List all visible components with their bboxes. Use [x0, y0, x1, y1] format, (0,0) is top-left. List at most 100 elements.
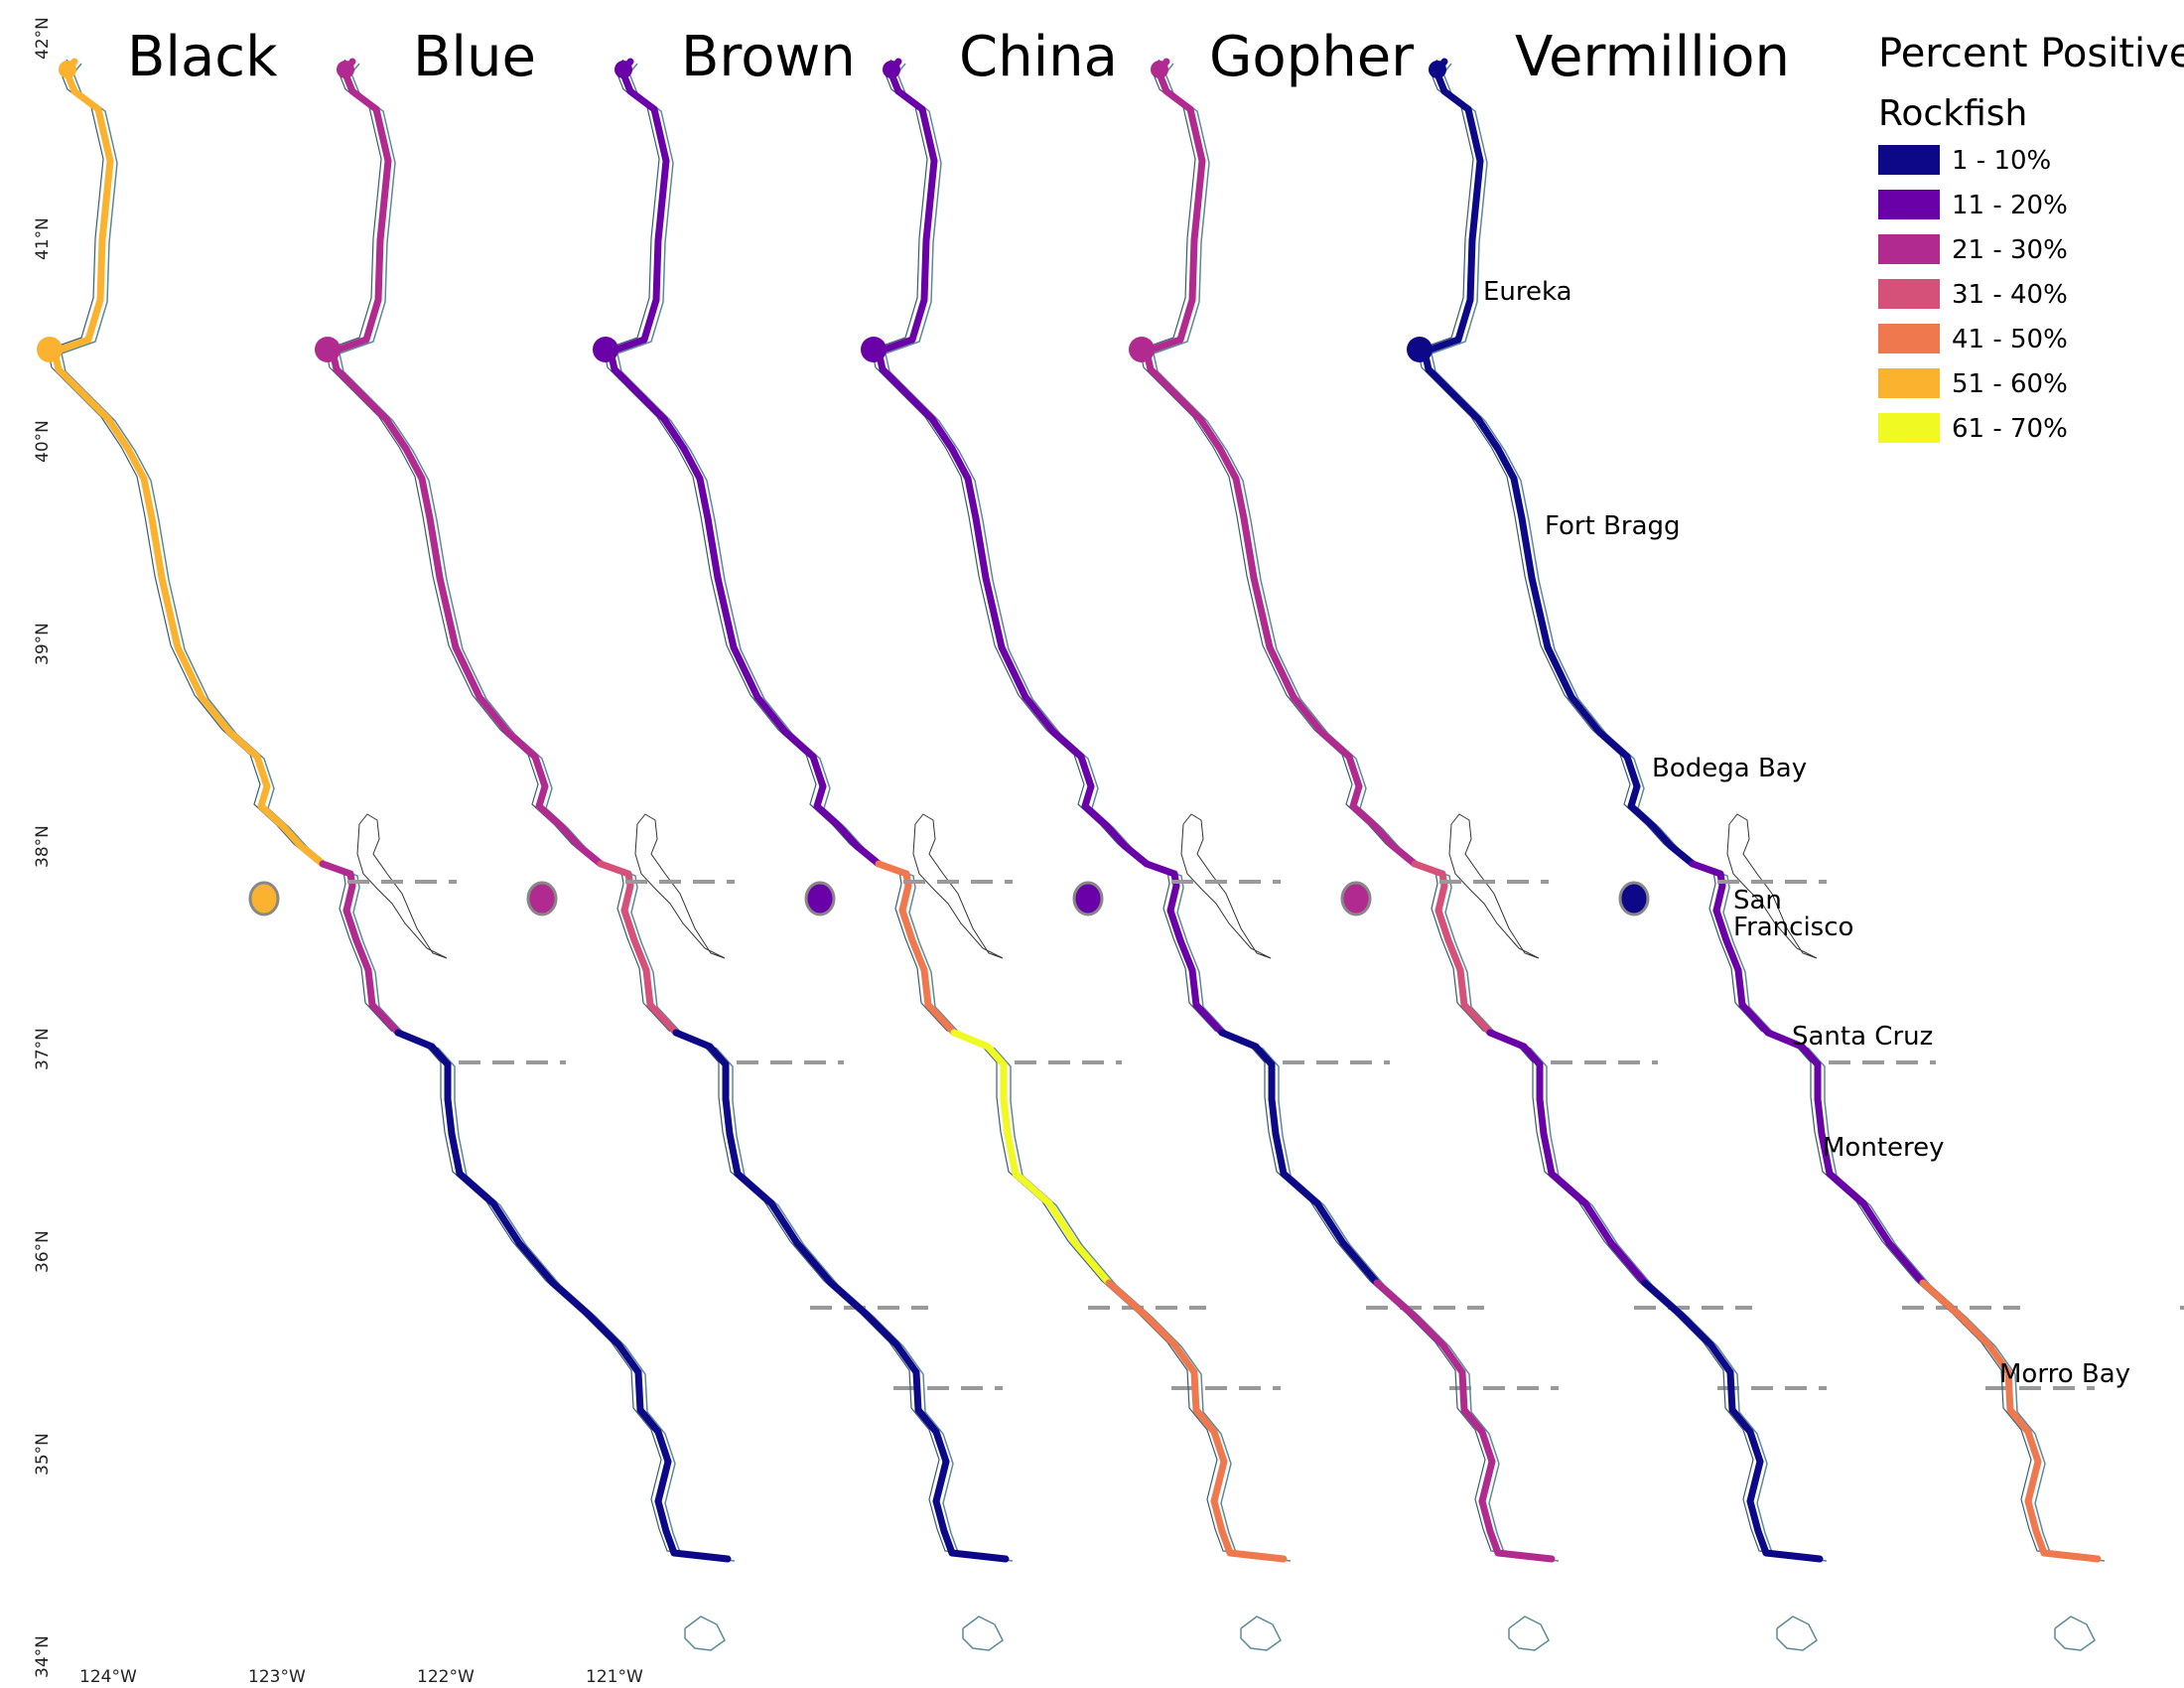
habitat-segment: [1738, 1001, 1772, 1037]
habitat-segment: [374, 236, 384, 304]
habitat-segment: [1919, 1279, 1963, 1319]
habitat-segment: [1712, 882, 1726, 914]
habitat-segment: [1746, 1428, 1764, 1466]
habitat-segment: [1494, 1549, 1556, 1563]
habitat-segment: [1474, 415, 1502, 453]
legend-label: 51 - 60%: [1952, 369, 2068, 399]
offshore-outline: [885, 63, 1560, 1562]
habitat-segment: [1045, 1199, 1079, 1247]
species-panels: Black Blue Brown China Gopher Vermillion: [37, 25, 2184, 1651]
north-patch: [59, 61, 76, 78]
coastline: [603, 59, 1278, 1558]
habitat-segment: [1004, 1130, 1020, 1178]
species-title-black: Black: [127, 25, 278, 89]
habitat-segment: [1859, 1199, 1893, 1247]
habitat-segment: [98, 157, 114, 244]
habitat-segment: [1456, 966, 1468, 1009]
species-title-blue: Blue: [413, 25, 536, 89]
habitat-segment: [174, 643, 205, 701]
habitat-segment: [908, 936, 928, 974]
habitat-segment: [1528, 574, 1552, 651]
habitat-segment: [620, 882, 634, 914]
habitat-segment: [972, 514, 990, 582]
habitat-segment: [1548, 1170, 1589, 1207]
city-label-bodega-bay: Bodega Bay: [1652, 754, 1807, 783]
habitat-segment: [1188, 236, 1198, 304]
legend-title: Percent Positive: [1878, 31, 2184, 76]
habitat-segment: [1049, 728, 1085, 761]
habitat-segment: [1188, 966, 1200, 1009]
legend-item: 11 - 20%: [1878, 190, 2068, 220]
habitat-segment: [781, 728, 817, 761]
lon-tick-122: 122°W: [417, 1667, 475, 1687]
habitat-segment: [948, 1549, 1010, 1563]
city-label-eureka: Eureka: [1483, 277, 1572, 307]
habitat-segment: [1818, 1130, 1834, 1178]
habitat-segment: [1186, 105, 1206, 165]
habitat-segment: [636, 1406, 662, 1436]
habitat-segment: [722, 1095, 734, 1138]
habitat-segment: [394, 1029, 436, 1051]
habitat-segment: [1425, 365, 1452, 393]
habitat-segment: [652, 236, 662, 304]
habitat-segment: [535, 802, 565, 830]
habitat-segment: [1176, 936, 1196, 974]
lat-tick-35: 35°N: [33, 1433, 53, 1476]
legend-item: 61 - 70%: [1878, 413, 2068, 444]
habitat-segment: [1568, 693, 1603, 736]
north-patch: [337, 61, 354, 78]
habitat-segment: [611, 365, 638, 393]
habitat-segment: [1190, 157, 1206, 244]
legend-label: 1 - 10%: [1952, 146, 2051, 176]
habitat-segment: [456, 1170, 497, 1207]
habitat-segment: [1444, 936, 1464, 974]
habitat-segment: [1885, 1239, 1927, 1287]
city-label-morro-bay: Morro Bay: [1999, 1359, 2130, 1389]
habitat-segment: [1510, 475, 1526, 522]
farallon-islands: [248, 881, 280, 916]
habitat-segment: [1438, 1340, 1466, 1376]
panel-brown: Brown: [593, 25, 1559, 1651]
north-patch: [614, 61, 632, 78]
legend-swatch: [1878, 145, 1940, 175]
habitat-segment: [448, 1130, 464, 1178]
habitat-segment: [964, 475, 980, 522]
habitat-segment: [1798, 1043, 1822, 1068]
habitat-segment: [1667, 842, 1697, 868]
habitat-segment: [1266, 643, 1297, 701]
habitat-segment: [1734, 966, 1746, 1009]
habitat-segment: [908, 296, 928, 344]
lat-tick-34: 34°N: [33, 1635, 53, 1678]
habitat-segment: [489, 1199, 523, 1247]
habitat-segment: [1458, 1368, 1468, 1414]
habitat-segment: [932, 1458, 950, 1505]
habitat-segment: [1460, 1406, 1486, 1436]
habitat-segment: [1540, 1130, 1556, 1178]
sf-bay-outline: [634, 813, 726, 959]
habitat-segment: [1712, 907, 1730, 944]
habitat-segment: [1955, 1311, 1992, 1348]
species-title-china: China: [959, 25, 1118, 89]
legend-swatch: [1878, 190, 1940, 219]
habitat-segment: [342, 882, 356, 914]
legend-item: 41 - 50%: [1878, 324, 2068, 354]
habitat-segment: [1478, 1458, 1496, 1505]
habitat-segment: [1764, 1029, 1806, 1051]
legend-item: 31 - 40%: [1878, 279, 2068, 310]
habitat-segment: [74, 385, 112, 423]
habitat-segment: [614, 1340, 642, 1376]
habitat-segment: [875, 860, 910, 878]
habitat-segment: [730, 643, 761, 701]
habitat-segment: [1170, 1340, 1198, 1376]
cape-mendocino-patch: [37, 337, 63, 362]
coastline: [1139, 59, 1814, 1558]
habitat-segment: [352, 385, 390, 423]
legend-subtitle: Rockfish: [1878, 93, 2027, 134]
habitat-segment: [1226, 1549, 1288, 1563]
cape-mendocino-patch: [593, 337, 618, 362]
habitat-segment: [1746, 1458, 1764, 1505]
habitat-segment: [549, 1279, 593, 1319]
habitat-segment: [557, 822, 583, 850]
legend-swatch: [1878, 234, 1940, 264]
